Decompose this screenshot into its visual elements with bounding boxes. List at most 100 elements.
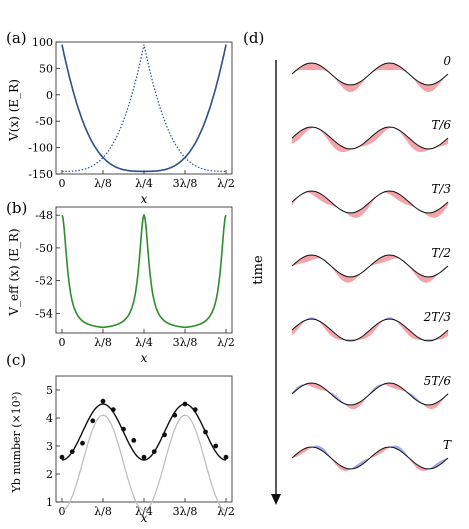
- y-tick-label: -48: [35, 209, 53, 222]
- profile-line: [291, 446, 449, 470]
- y-tick-label: -50: [35, 242, 53, 255]
- y-tick-label: 3: [46, 440, 53, 453]
- profile-line: [291, 62, 449, 86]
- data-point: [59, 454, 65, 460]
- x-tick-label: λ/4: [135, 177, 153, 190]
- panel-b: -48 -50 -52 -54 0 λ/8 λ/4 3λ/8 λ/2 x V_eff (x) …: [7, 206, 235, 365]
- profile-line: [291, 254, 449, 278]
- x-tick-label: λ/8: [94, 336, 112, 349]
- x-tick-label: λ/2: [217, 505, 235, 518]
- x-tick-label: λ/2: [217, 177, 235, 190]
- frame-1: T/6: [291, 118, 451, 153]
- frame-label: T/2: [431, 246, 451, 260]
- data-point: [110, 407, 116, 412]
- reference-curve: [61, 414, 227, 512]
- frames: 0 T/6 T/3 T/2 2T/3 5T/6 T: [291, 54, 452, 472]
- deviation-area: [310, 190, 313, 196]
- deviation-area: [385, 62, 389, 71]
- y-tick-label: 100: [32, 36, 53, 49]
- deviation-area: [349, 404, 352, 410]
- data-point: [131, 438, 137, 443]
- x-axis-label-c: x: [141, 511, 148, 525]
- data-point: [192, 407, 198, 412]
- y-tick-label: -54: [35, 307, 53, 320]
- deviation-area: [310, 382, 313, 388]
- y-tick-label: -150: [28, 168, 53, 181]
- deviation-area: [427, 276, 430, 283]
- veff-line: [61, 213, 227, 329]
- data-point: [121, 426, 126, 432]
- x-tick-label: 0: [59, 336, 66, 349]
- deviation-area: [427, 84, 430, 93]
- data-point: [69, 449, 75, 454]
- data-point: [172, 412, 178, 418]
- frame-2: T/3: [291, 182, 451, 218]
- deviation-area: [310, 62, 313, 71]
- y-tick-label: 1: [46, 496, 53, 509]
- profile-line: [291, 318, 449, 342]
- frame-4: 2T/3: [291, 310, 451, 342]
- frame-3: T/2: [291, 246, 451, 283]
- frame-5: 5T/6: [291, 374, 451, 410]
- y-tick-label: 50: [39, 62, 53, 75]
- plot-frame-c: [55, 375, 233, 503]
- panel-label-d: (d): [243, 29, 264, 47]
- data-point: [203, 429, 208, 435]
- x-axis-label-a: x: [141, 192, 148, 206]
- plot-frame-a: [55, 41, 233, 175]
- panel-label-b: (b): [6, 199, 27, 217]
- frame-label: 0: [443, 54, 451, 68]
- time-arrow-head: [271, 494, 281, 505]
- panel-a: 100 50 0 -50 -100 -150 0 λ/8 λ/4 3λ/8 λ/2 x V(x) …: [7, 36, 235, 206]
- x-axis-label-b: x: [141, 351, 148, 365]
- y-tick-label: 0: [46, 89, 53, 102]
- series-c: [59, 398, 229, 512]
- deviation-area: [427, 404, 430, 410]
- y-ticks-c: 1 2 3 4 5: [46, 384, 60, 509]
- deviation-area: [388, 382, 391, 388]
- deviation-area: [349, 212, 352, 217]
- data-point: [223, 454, 229, 460]
- y-tick-label: 4: [46, 412, 53, 425]
- x-tick-label: λ/4: [135, 336, 153, 349]
- deviation-area: [388, 62, 391, 71]
- frame-6: T: [291, 438, 452, 472]
- deviation-area: [307, 62, 311, 71]
- data-point: [141, 454, 147, 460]
- deviation-area: [346, 84, 350, 93]
- time-label: time: [251, 255, 266, 285]
- y-ticks-a: 100 50 0 -50 -100 -150: [28, 36, 60, 181]
- y-axis-label-b: V_eff (x) (E_R): [7, 228, 21, 316]
- x-tick-label: 3λ/8: [173, 177, 198, 190]
- deviation-area: [385, 254, 389, 262]
- frame-label: T/6: [431, 118, 451, 132]
- fit-curve: [61, 403, 227, 461]
- data-point: [182, 401, 188, 407]
- y-tick-label: -100: [28, 142, 53, 155]
- deviation-area: [312, 62, 316, 71]
- x-ticks-a: 0 λ/8 λ/4 3λ/8 λ/2: [59, 170, 235, 190]
- deviation-area: [424, 84, 428, 93]
- frame-label: T/3: [431, 182, 451, 196]
- profile-line: [291, 190, 449, 214]
- deviation-area: [346, 276, 350, 283]
- x-tick-label: 3λ/8: [173, 336, 198, 349]
- y-tick-label: 5: [46, 384, 53, 397]
- deviation-area: [429, 84, 433, 93]
- frame-label: T: [443, 438, 452, 452]
- profile-line: [291, 382, 449, 406]
- deviation-area: [424, 276, 428, 283]
- deviation-area: [388, 254, 391, 261]
- deviation-area: [427, 212, 430, 217]
- data-point: [80, 440, 85, 446]
- deviation-area: [388, 190, 391, 196]
- plot-frame-b: [55, 206, 233, 334]
- panel-label-c: (c): [6, 351, 26, 369]
- data-point: [213, 443, 219, 449]
- series-a: [61, 44, 227, 173]
- x-tick-label: λ/8: [94, 177, 112, 190]
- x-tick-label: 0: [59, 177, 66, 190]
- profile-line: [291, 126, 449, 150]
- deviation-area: [310, 254, 313, 261]
